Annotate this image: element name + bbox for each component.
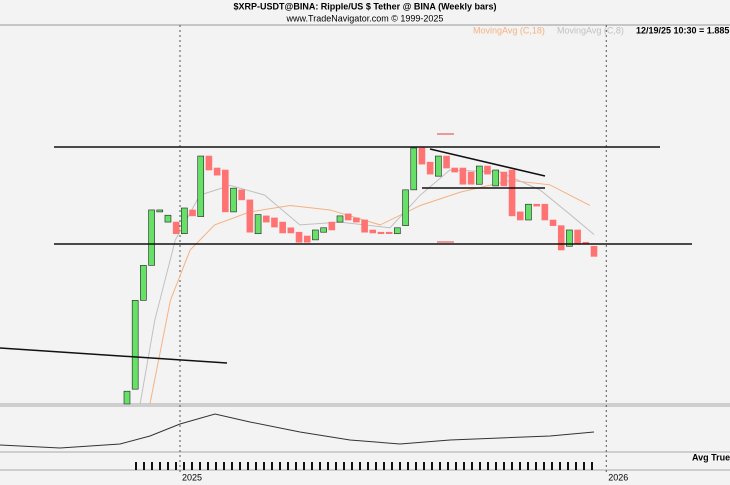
candle-body bbox=[181, 207, 188, 235]
candle-body bbox=[262, 215, 270, 223]
candle-body bbox=[320, 227, 327, 233]
chart-title: $XRP-USDT@BINA: Ripple/US $ Tether @ BIN… bbox=[234, 1, 497, 11]
x-tick-label: 2026 bbox=[608, 472, 628, 482]
candle-body bbox=[435, 155, 442, 177]
candle-body bbox=[557, 225, 565, 251]
candle-body bbox=[492, 169, 499, 187]
legend-entry: MovingAvg (C,8) bbox=[557, 25, 624, 35]
candle-body bbox=[213, 167, 221, 176]
trendline bbox=[0, 347, 228, 364]
chart-subtitle: www.TradeNavigator.com © 1999-2025 bbox=[286, 13, 444, 23]
candle-body bbox=[525, 203, 532, 221]
candle-body bbox=[533, 203, 540, 207]
candle-body bbox=[238, 189, 245, 201]
candle-body bbox=[230, 187, 237, 213]
candle-body bbox=[205, 155, 213, 171]
candle-body bbox=[246, 199, 254, 233]
candle-body bbox=[402, 189, 409, 226]
plot-area: 2025 2026 MovingAvg (C,18) MovingAvg (C,8) bbox=[123, 25, 628, 482]
candle-body bbox=[328, 221, 336, 231]
candle-body bbox=[516, 211, 524, 221]
candle-body bbox=[451, 167, 459, 173]
candle-body bbox=[295, 231, 303, 243]
candle-body bbox=[148, 209, 155, 266]
candle-body bbox=[590, 245, 598, 257]
candle-body bbox=[500, 171, 508, 187]
x-tick-label: 2025 bbox=[182, 472, 202, 482]
trendline bbox=[429, 148, 546, 177]
candle-body bbox=[344, 213, 352, 221]
candle-body bbox=[443, 155, 450, 169]
candle-body bbox=[394, 227, 401, 235]
candle-body bbox=[353, 217, 360, 223]
candle-body bbox=[271, 217, 278, 228]
candle-body bbox=[484, 165, 491, 175]
candle-body bbox=[131, 300, 139, 390]
candle-body bbox=[459, 167, 467, 185]
candle-body bbox=[566, 229, 573, 247]
candle-body bbox=[123, 390, 131, 405]
candle-body bbox=[410, 147, 418, 191]
candle-body bbox=[303, 235, 311, 243]
candle-body bbox=[254, 214, 262, 235]
atr-line bbox=[0, 413, 595, 449]
indicator-label: Avg True bbox=[692, 452, 730, 462]
legend-entry: MovingAvg (C,18) bbox=[473, 25, 545, 35]
candle-body bbox=[189, 209, 196, 217]
candle-body bbox=[140, 265, 147, 301]
candle-body bbox=[156, 209, 164, 213]
candle-body bbox=[418, 147, 426, 165]
candle-body bbox=[164, 214, 172, 223]
candle-body bbox=[279, 221, 286, 234]
candle-body bbox=[197, 155, 205, 217]
candle-body bbox=[287, 227, 295, 234]
candle-body bbox=[426, 161, 434, 175]
candle-body bbox=[541, 203, 549, 221]
timestamp: 12/19/25 10:30 = 1.885 bbox=[636, 25, 729, 35]
candle-body bbox=[222, 169, 229, 213]
candle-body bbox=[336, 215, 344, 223]
candle-body bbox=[361, 219, 368, 233]
candle-body bbox=[172, 221, 180, 235]
candle-body bbox=[475, 165, 483, 185]
candle-body bbox=[369, 229, 377, 234]
candle-body bbox=[377, 231, 385, 235]
candle-body bbox=[574, 229, 581, 245]
candle-body bbox=[385, 231, 393, 235]
candle-body bbox=[508, 169, 516, 217]
candle-body bbox=[467, 171, 475, 185]
candle-body bbox=[549, 219, 557, 226]
candle-body bbox=[312, 229, 319, 241]
